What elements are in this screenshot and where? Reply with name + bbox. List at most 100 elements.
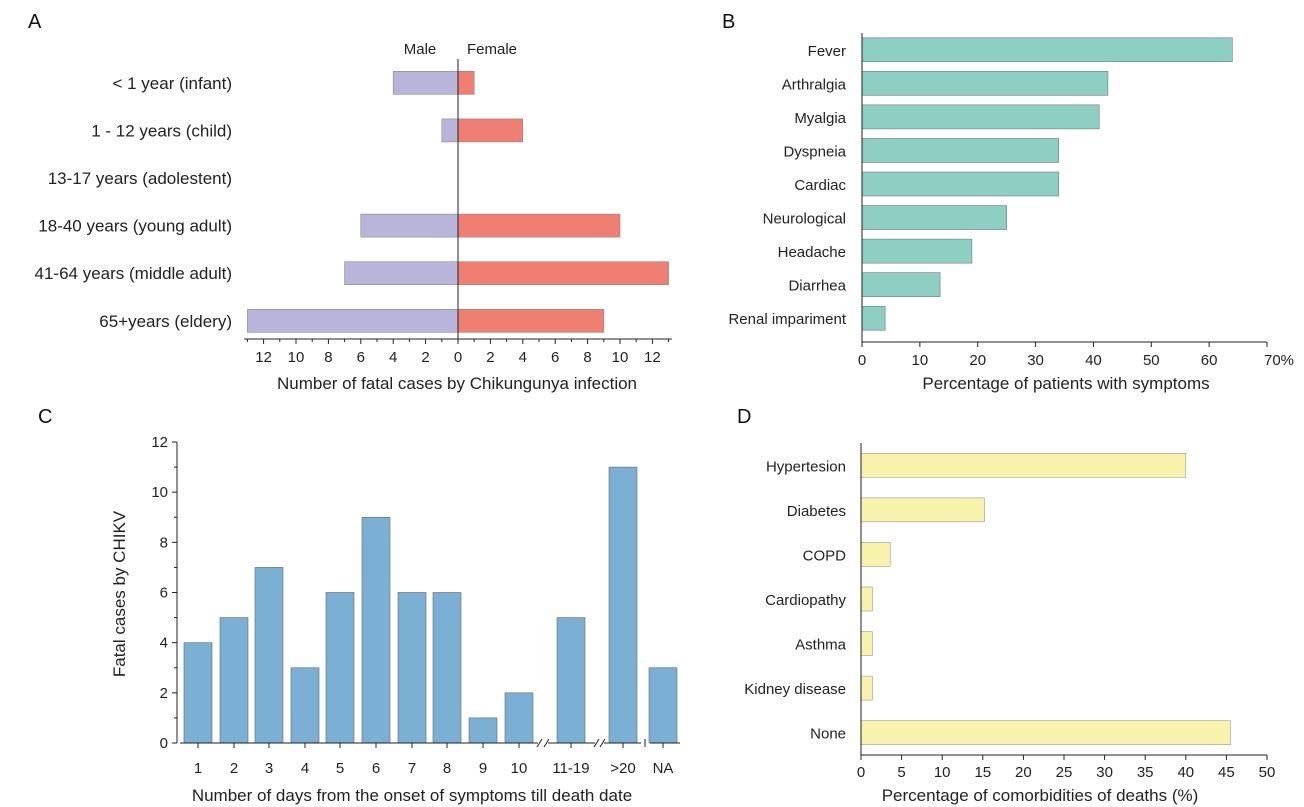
x-tick-label-d: 0: [857, 764, 865, 781]
y-tick-label-c: 10: [151, 484, 168, 501]
category-label: Fever: [808, 43, 846, 60]
category-label: 1 - 12 years (child): [91, 121, 232, 140]
bar: [860, 452, 1187, 478]
y-tick-label-c: 4: [160, 635, 168, 652]
axis-break-mark: [543, 738, 550, 748]
bar: [861, 238, 973, 264]
axis-break-mark: [599, 738, 606, 748]
x-tick-label-b: 30: [1027, 352, 1044, 369]
x-tick-label-c: 6: [372, 760, 380, 777]
category-label: 13-17 years (adolestent): [48, 169, 232, 188]
category-label: Cardiopathy: [765, 592, 846, 609]
bar: [183, 642, 213, 744]
x-tick-label-c: 4: [301, 760, 309, 777]
bar: [861, 104, 1100, 130]
legend-male: Male: [404, 41, 437, 58]
bar: [254, 567, 284, 744]
panel-label-c: C: [38, 406, 52, 428]
category-label: 18-40 years (young adult): [38, 217, 232, 236]
category-label: Headache: [778, 244, 846, 261]
category-label: Myalgia: [794, 110, 846, 127]
x-tick-label-a: 6: [357, 349, 365, 366]
bar: [648, 667, 678, 744]
bar: [397, 592, 427, 744]
x-tick-label-d: 20: [1015, 764, 1032, 781]
category-label: 41-64 years (middle adult): [35, 264, 232, 283]
panel-b: B Percentage of patients with symptoms F…: [722, 11, 1294, 393]
x-tick-label-d: 50: [1259, 764, 1276, 781]
bar-male: [360, 213, 459, 238]
y-axis-title-c: Fatal cases by CHIKV: [110, 510, 129, 677]
x-tick-label-c: 10: [511, 760, 528, 777]
bar: [860, 720, 1231, 746]
bar: [608, 466, 638, 744]
x-tick-label-d: 35: [1137, 764, 1154, 781]
category-label: Cardiac: [794, 177, 846, 194]
bar: [290, 667, 320, 744]
bar: [861, 71, 1109, 96]
bar: [861, 138, 1060, 163]
x-tick-label-c: 11-19: [552, 760, 589, 777]
x-tick-label-c: 7: [408, 760, 416, 777]
bar: [861, 205, 1007, 230]
category-label: Asthma: [795, 637, 847, 654]
panel-a: A Male Female Number of fatal cases by C…: [28, 11, 672, 393]
x-tick-label-d: 5: [897, 764, 905, 781]
category-label: Dyspneia: [783, 143, 846, 160]
category-label: Renal impariment: [728, 311, 846, 328]
x-tick-label-a: 6: [551, 349, 559, 366]
bar-female: [457, 213, 621, 238]
bar-male: [441, 118, 459, 143]
x-tick-label-b: 0: [858, 352, 866, 369]
x-tick-label-a: 12: [255, 349, 272, 366]
bar: [860, 631, 873, 656]
x-tick-label-b: 40: [1085, 352, 1102, 369]
category-label: 65+years (eldery): [99, 312, 232, 331]
bar: [860, 675, 873, 701]
x-tick-label-d: 45: [1218, 764, 1235, 781]
category-label: Hypertesion: [766, 458, 846, 475]
x-tick-label-c: 5: [336, 760, 344, 777]
legend-female: Female: [467, 41, 517, 58]
x-tick-label-b: 10: [912, 352, 929, 369]
bar: [860, 542, 891, 567]
x-tick-label-a: 4: [519, 349, 527, 366]
x-tick-label-c: 1: [194, 760, 202, 777]
x-tick-label-d: 15: [974, 764, 991, 781]
bar-male: [344, 261, 459, 286]
x-tick-label-a: 2: [486, 349, 494, 366]
panel-label-b: B: [722, 11, 735, 33]
y-tick-label-c: 2: [160, 685, 168, 702]
x-axis-title-d: Percentage of comorbidities of deaths (%…: [882, 786, 1199, 805]
x-tick-label-c: 9: [479, 760, 487, 777]
x-tick-label-a: 0: [454, 349, 462, 366]
panel-label-d: D: [737, 406, 751, 428]
bar: [860, 586, 873, 612]
x-tick-label-a: 4: [389, 349, 397, 366]
x-tick-label-b: 50: [1143, 352, 1160, 369]
category-label: Arthralgia: [782, 76, 847, 93]
x-tick-label-c: 3: [265, 760, 273, 777]
x-axis-title-b: Percentage of patients with symptoms: [922, 374, 1209, 393]
bar: [504, 692, 534, 744]
bar-male: [247, 308, 459, 333]
x-tick-label-d: 30: [1096, 764, 1113, 781]
bar: [219, 617, 249, 744]
bar: [468, 717, 498, 744]
x-tick-label-a: 2: [421, 349, 429, 366]
bar: [556, 617, 586, 744]
y-tick-label-c: 12: [151, 434, 168, 451]
bar: [861, 305, 886, 331]
bar: [361, 516, 391, 744]
x-axis-title-c: Number of days from the onset of symptom…: [192, 786, 632, 805]
bar: [432, 592, 462, 744]
category-label: COPD: [803, 547, 847, 564]
category-label: < 1 year (infant): [112, 74, 232, 93]
y-tick-label-c: 0: [160, 735, 168, 752]
axis-break-mark: [593, 738, 600, 748]
panel-c: C Fatal cases by CHIKV Number of days fr…: [38, 406, 680, 805]
bar: [861, 37, 1233, 63]
y-tick-label-c: 6: [160, 585, 168, 602]
x-tick-label-a: 8: [583, 349, 591, 366]
category-label: Kidney disease: [744, 681, 846, 698]
